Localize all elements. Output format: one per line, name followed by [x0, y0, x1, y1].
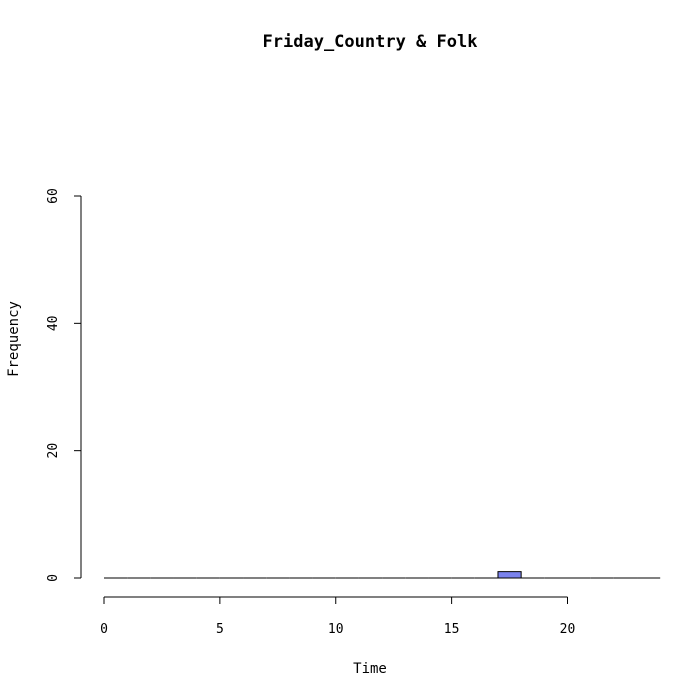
y-tick-label: 60: [46, 188, 61, 204]
x-tick-label: 10: [328, 622, 344, 637]
histogram-bar: [497, 571, 522, 579]
y-tick-label: 0: [46, 574, 61, 582]
chart-title: Friday_Country & Folk: [263, 32, 478, 52]
y-axis-title: Frequency: [6, 301, 22, 377]
x-tick-label: 20: [560, 622, 576, 637]
x-axis-title: Time: [353, 661, 387, 677]
x-tick-label: 15: [444, 622, 460, 637]
x-tick-label: 5: [216, 622, 224, 637]
bars-group: [104, 571, 661, 579]
x-axis: 0 5 10 15 20: [100, 596, 576, 637]
y-axis: 0 20 40 60: [46, 188, 82, 582]
x-tick-label: 0: [100, 622, 108, 637]
y-tick-label: 40: [46, 316, 61, 332]
y-tick-label: 20: [46, 443, 61, 459]
